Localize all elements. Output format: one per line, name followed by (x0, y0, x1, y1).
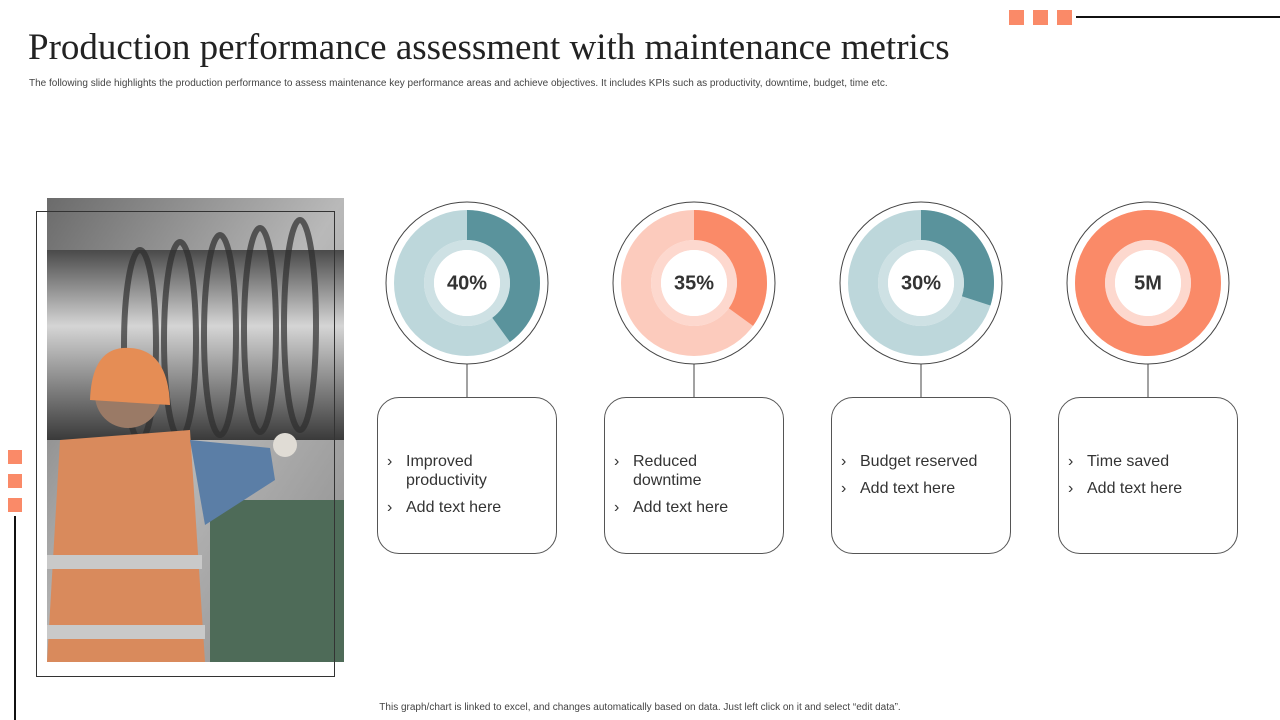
photo (47, 198, 344, 662)
deco-square (8, 450, 22, 464)
kpi-item: Time saved (1068, 452, 1205, 471)
donut-center (434, 250, 500, 316)
donut-center (888, 250, 954, 316)
donut-label: 40% (447, 272, 487, 294)
kpi-item: Budget reserved (841, 452, 978, 471)
deco-square (1057, 10, 1072, 25)
donut-label: 35% (674, 272, 714, 294)
donut-inner-ring (424, 240, 510, 326)
donut-inner-ring (1105, 240, 1191, 326)
donut-center (661, 250, 727, 316)
kpi-card: Time saved Add text here (1058, 397, 1238, 554)
deco-square (1009, 10, 1024, 25)
donut-arc (694, 210, 767, 326)
subtitle: The following slide highlights the produ… (29, 78, 888, 89)
title: Production performance assessment with m… (28, 27, 950, 68)
donut-inner-ring (878, 240, 964, 326)
donut-arc (1075, 210, 1221, 356)
kpi-item: Reduced downtime (614, 452, 751, 490)
deco-square (8, 474, 22, 488)
kpi-card: Improved productivity Add text here (377, 397, 557, 554)
kpi-item: Improved productivity (387, 452, 524, 490)
donut-label: 30% (901, 272, 941, 294)
deco-square (8, 498, 22, 512)
kpi-item: Add text here (387, 498, 524, 517)
kpi-item: Add text here (841, 479, 978, 498)
kpi-item: Add text here (1068, 479, 1205, 498)
deco-square (1033, 10, 1048, 25)
donut-inner-ring (651, 240, 737, 326)
donut-arc (467, 210, 540, 343)
donut-label: 5M (1134, 272, 1162, 294)
kpi-card: Reduced downtime Add text here (604, 397, 784, 554)
photo-frame (36, 211, 335, 677)
donut-arc (921, 210, 994, 306)
donut-center (1115, 250, 1181, 316)
footer: This graph/chart is linked to excel, and… (379, 702, 901, 713)
kpi-card: Budget reserved Add text here (831, 397, 1011, 554)
kpi-item: Add text here (614, 498, 751, 517)
